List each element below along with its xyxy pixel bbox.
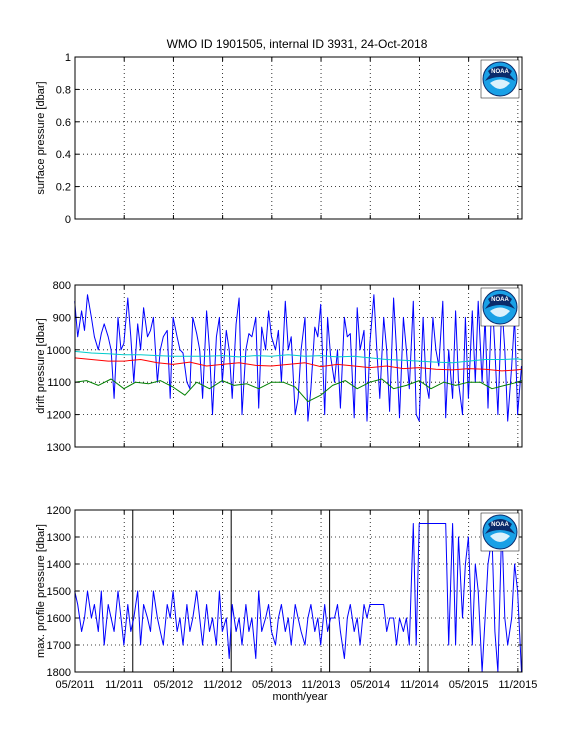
x-tick-label: 11/2012 bbox=[203, 679, 242, 691]
y-axis-label: drift pressure [dbar] bbox=[35, 318, 47, 413]
plot-area bbox=[75, 510, 522, 672]
y-tick-label: 1800 bbox=[47, 667, 71, 679]
noaa-logo-icon: NOAA bbox=[480, 512, 520, 552]
y-tick-label: 1500 bbox=[47, 586, 71, 598]
y-tick-label: 900 bbox=[53, 312, 71, 324]
y-tick-label: 1400 bbox=[47, 559, 71, 571]
y-tick-label: 1300 bbox=[47, 442, 71, 454]
x-tick-label: 11/2015 bbox=[498, 679, 537, 691]
surface-pressure-panel: 0 0.2 0.4 0.6 0.8 1 surface pressure [dbar] NOA… bbox=[35, 52, 523, 226]
plot-area bbox=[75, 57, 522, 219]
y-tick-label: 1700 bbox=[47, 640, 71, 652]
y-axis-label: surface pressure [dbar] bbox=[35, 81, 47, 194]
x-tick-label: 11/2013 bbox=[302, 679, 341, 691]
y-tick-label: 1 bbox=[65, 52, 71, 64]
axes-frame bbox=[74, 56, 523, 220]
plot-area bbox=[75, 285, 522, 447]
y-tick-label: 800 bbox=[53, 280, 71, 292]
figure-title: WMO ID 1901505, internal ID 3931, 24-Oct… bbox=[167, 37, 428, 51]
x-tick-label: 05/2015 bbox=[449, 679, 489, 691]
y-tick-label: 0.4 bbox=[56, 149, 71, 161]
y-tick-label: 1200 bbox=[47, 410, 71, 422]
axes-frame bbox=[74, 284, 523, 448]
y-tick-label: 1100 bbox=[47, 377, 71, 389]
y-tick-label: 0 bbox=[65, 214, 71, 226]
series-line-blue bbox=[74, 523, 522, 673]
series-line-cyan bbox=[74, 350, 522, 364]
x-tick-label: 05/2014 bbox=[350, 679, 390, 691]
series-line-blue bbox=[74, 294, 522, 422]
y-tick-label: 1300 bbox=[47, 532, 71, 544]
y-tick-label: 0.8 bbox=[56, 84, 71, 96]
x-tick-label: 11/2011 bbox=[105, 679, 143, 691]
y-tick-label: 1200 bbox=[47, 505, 71, 517]
y-tick-label: 0.6 bbox=[56, 117, 71, 129]
x-axis-label: month/year bbox=[272, 691, 327, 703]
y-tick-label: 1600 bbox=[47, 613, 71, 625]
y-axis-label: max. profile pressure [dbar] bbox=[35, 524, 47, 658]
noaa-logo-text: NOAA bbox=[491, 522, 509, 528]
noaa-logo-text: NOAA bbox=[491, 297, 509, 303]
series-line-red bbox=[74, 357, 522, 372]
x-tick-label: 11/2014 bbox=[400, 679, 439, 691]
y-tick-label: 0.2 bbox=[56, 182, 71, 194]
x-tick-label: 05/2012 bbox=[154, 679, 194, 691]
drift-pressure-panel: 800 900 1000 1100 1200 1300 drift pressure [db… bbox=[35, 280, 523, 454]
noaa-logo-icon: NOAA bbox=[480, 287, 520, 327]
noaa-logo-icon: NOAA bbox=[480, 59, 520, 99]
x-tick-label: 05/2011 bbox=[56, 679, 95, 691]
series-line-green bbox=[74, 378, 522, 403]
x-tick-label: 05/2013 bbox=[252, 679, 292, 691]
noaa-logo-text: NOAA bbox=[491, 69, 509, 75]
y-tick-label: 1000 bbox=[47, 345, 71, 357]
